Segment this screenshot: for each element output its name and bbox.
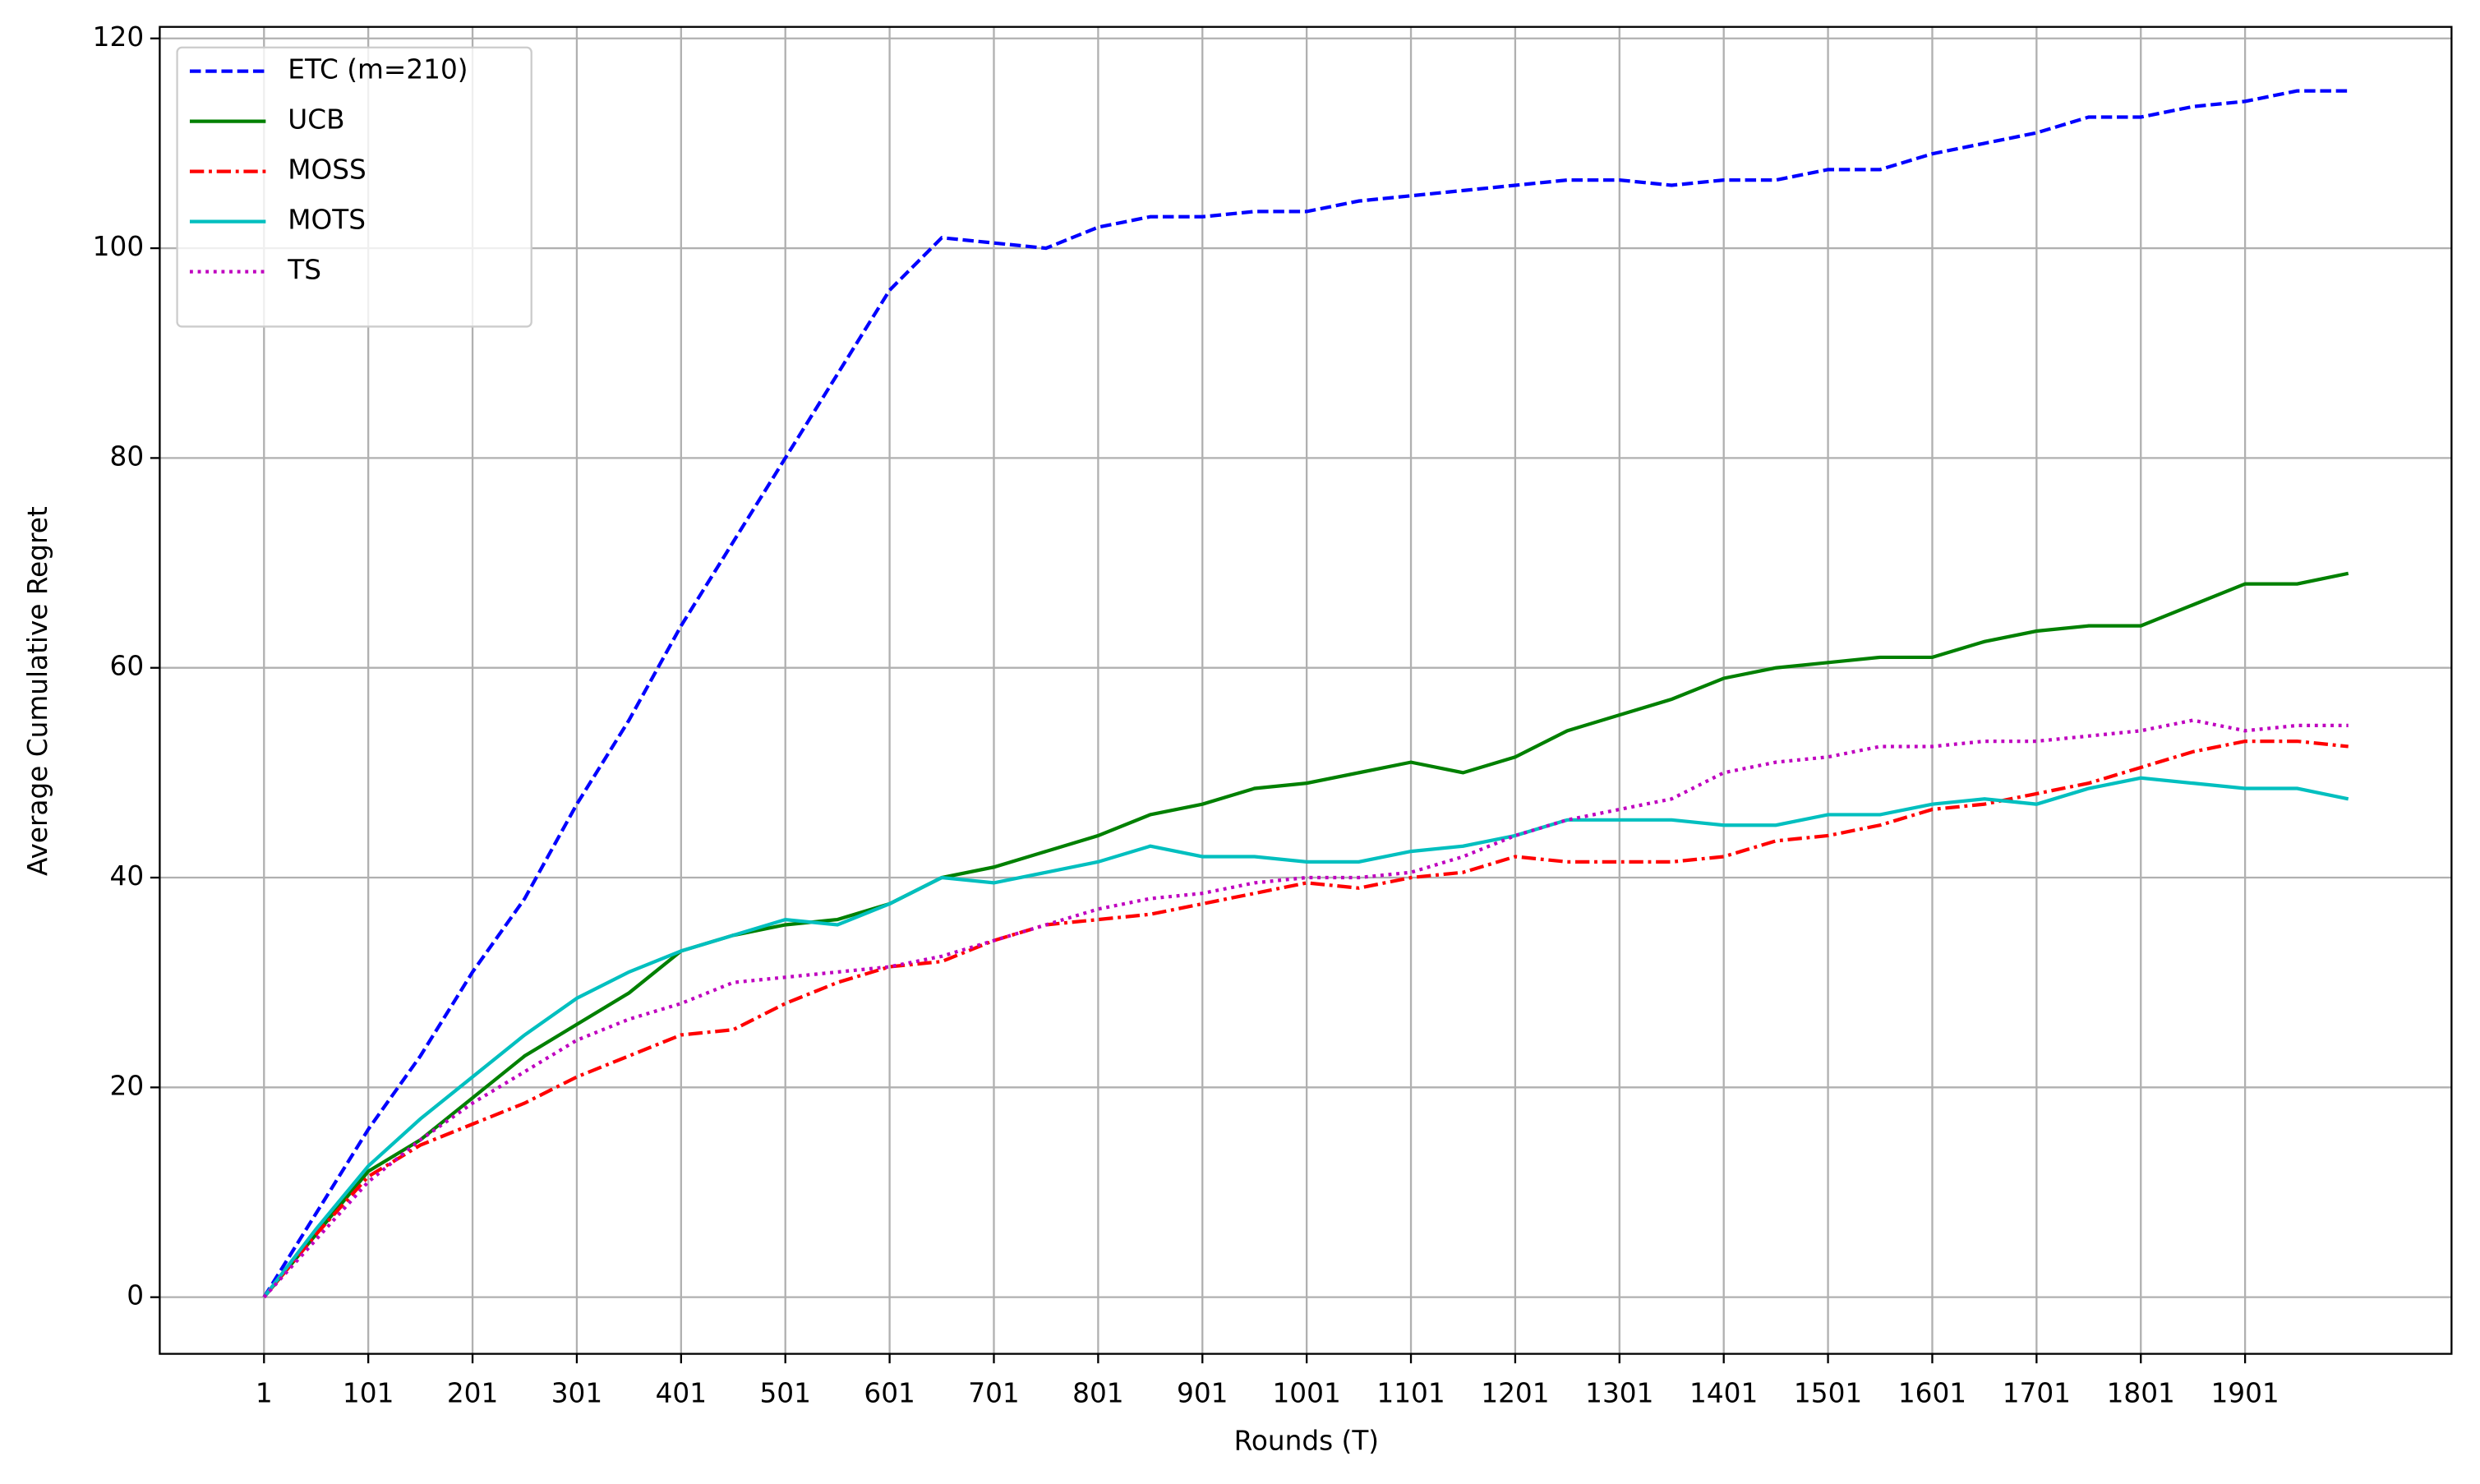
x-tick-label: 1101 (1376, 1378, 1445, 1409)
x-tick-label: 1601 (1898, 1378, 1966, 1409)
legend-box (176, 46, 532, 328)
series-line (262, 776, 2349, 1298)
x-tick-label: 501 (759, 1378, 810, 1409)
y-tick-label: 100 (93, 231, 144, 262)
series-line (262, 718, 2349, 1299)
x-tick-label: 1001 (1273, 1378, 1341, 1409)
y-tick-label: 120 (93, 21, 144, 53)
x-tick-label: 201 (447, 1378, 498, 1409)
legend-label: ETC (m=210) (288, 54, 468, 85)
x-tick-label: 901 (1177, 1378, 1228, 1409)
x-tick-label: 401 (656, 1378, 707, 1409)
x-tick-label: 1301 (1585, 1378, 1653, 1409)
legend-label: UCB (288, 104, 344, 136)
series-line (262, 89, 2349, 1298)
y-tick-label: 0 (127, 1280, 144, 1311)
y-tick-label: 40 (110, 860, 145, 892)
x-axis-label: Rounds (T) (1234, 1425, 1379, 1456)
legend-label: MOTS (288, 205, 366, 236)
x-tick-label: 701 (968, 1378, 1019, 1409)
series-line (262, 571, 2349, 1299)
legend-label: MOSS (288, 154, 366, 186)
legend-label: TS (287, 255, 321, 286)
x-tick-label: 601 (864, 1378, 915, 1409)
y-axis-label: Average Cumulative Regret (22, 506, 53, 876)
x-tick-label: 1201 (1481, 1378, 1549, 1409)
y-tick-label: 60 (110, 651, 145, 682)
y-tick-label: 20 (110, 1070, 145, 1101)
x-tick-label: 1701 (2003, 1378, 2071, 1409)
plot-frame (159, 25, 2453, 1355)
x-tick-label: 1501 (1794, 1378, 1862, 1409)
x-tick-label: 301 (551, 1378, 602, 1409)
x-tick-label: 1 (256, 1378, 273, 1409)
y-tick-label: 80 (110, 440, 145, 472)
x-tick-label: 1901 (2210, 1378, 2279, 1409)
x-tick-label: 1801 (2107, 1378, 2175, 1409)
x-tick-label: 1401 (1689, 1378, 1758, 1409)
x-tick-label: 801 (1072, 1378, 1123, 1409)
x-tick-label: 101 (343, 1378, 394, 1409)
